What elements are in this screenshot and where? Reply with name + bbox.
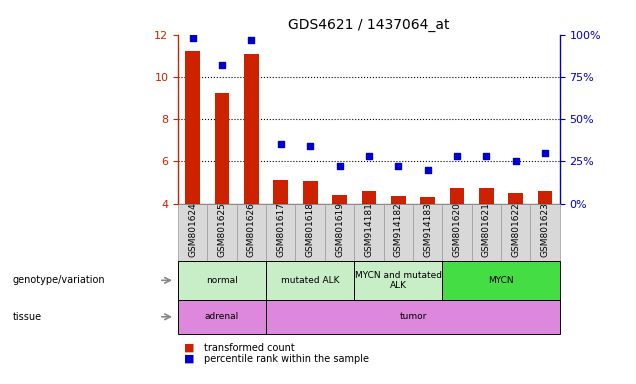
Text: GSM801619: GSM801619 — [335, 202, 344, 257]
Text: MYCN: MYCN — [488, 276, 514, 285]
Text: adrenal: adrenal — [205, 312, 239, 321]
Bar — [508, 193, 523, 204]
Bar — [450, 188, 464, 204]
Text: genotype/variation: genotype/variation — [13, 275, 106, 285]
Point — [276, 141, 286, 147]
Bar — [215, 93, 230, 204]
Bar — [244, 54, 259, 204]
Point — [511, 158, 521, 164]
Bar — [273, 180, 288, 204]
Point — [305, 143, 315, 149]
Text: GSM914182: GSM914182 — [394, 202, 403, 257]
Text: mutated ALK: mutated ALK — [281, 276, 340, 285]
Text: GSM801626: GSM801626 — [247, 202, 256, 257]
Point — [188, 35, 198, 41]
Text: percentile rank within the sample: percentile rank within the sample — [204, 354, 368, 364]
Bar — [537, 191, 552, 204]
Point — [364, 153, 374, 159]
Text: GSM801617: GSM801617 — [276, 202, 286, 257]
Point — [217, 62, 227, 68]
Text: MYCN and mutated
ALK: MYCN and mutated ALK — [355, 271, 442, 290]
Point — [540, 150, 550, 156]
Point — [422, 167, 432, 173]
Title: GDS4621 / 1437064_at: GDS4621 / 1437064_at — [288, 18, 450, 32]
Text: normal: normal — [206, 276, 238, 285]
Text: GSM801618: GSM801618 — [306, 202, 315, 257]
Text: transformed count: transformed count — [204, 343, 294, 353]
Text: GSM801624: GSM801624 — [188, 202, 197, 257]
Bar — [303, 181, 317, 204]
Point — [246, 36, 256, 43]
Point — [481, 153, 492, 159]
Point — [393, 163, 403, 169]
Text: tissue: tissue — [13, 312, 42, 322]
Text: GSM801625: GSM801625 — [218, 202, 226, 257]
Bar — [391, 196, 406, 204]
Text: GSM914183: GSM914183 — [423, 202, 432, 257]
Bar — [420, 197, 435, 204]
Text: ■: ■ — [184, 343, 195, 353]
Text: GSM914181: GSM914181 — [364, 202, 373, 257]
Text: ■: ■ — [184, 354, 195, 364]
Text: tumor: tumor — [399, 312, 427, 321]
Text: GSM801622: GSM801622 — [511, 202, 520, 257]
Text: GSM801621: GSM801621 — [482, 202, 491, 257]
Bar — [479, 188, 494, 204]
Bar — [186, 51, 200, 204]
Text: GSM801620: GSM801620 — [452, 202, 462, 257]
Bar — [332, 195, 347, 204]
Point — [452, 153, 462, 159]
Bar — [361, 191, 377, 204]
Text: GSM801623: GSM801623 — [541, 202, 550, 257]
Point — [335, 163, 345, 169]
